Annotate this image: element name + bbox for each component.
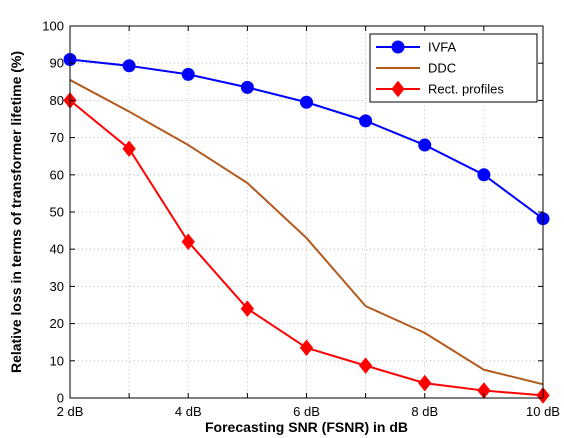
data-point-circle — [122, 59, 136, 73]
y-tick-label: 20 — [50, 316, 64, 331]
data-point-circle — [477, 168, 491, 182]
legend-entry: DDC — [376, 61, 456, 76]
data-point-diamond — [391, 80, 405, 98]
x-tick-label: 8 dB — [411, 404, 438, 419]
x-tick-label: 2 dB — [57, 404, 84, 419]
y-tick-label: 90 — [50, 56, 64, 71]
data-point-circle — [359, 114, 373, 128]
y-tick-label: 100 — [42, 19, 64, 34]
data-point-circle — [391, 40, 405, 54]
y-axis-label: Relative loss in terms of transformer li… — [8, 51, 24, 373]
series-ddc — [69, 79, 544, 386]
y-tick-label: 50 — [50, 205, 64, 220]
x-axis-label: Forecasting SNR (FSNR) in dB — [205, 419, 408, 435]
x-tick-label: 10 dB — [526, 404, 560, 419]
y-tick-label: 0 — [57, 391, 64, 406]
legend: IVFA DDC Rect. profiles — [369, 33, 538, 103]
data-point-circle — [418, 138, 432, 152]
data-point-diamond — [418, 374, 432, 392]
axes-ticks: 2 dB 4 dB 6 dB 8 dB 10 dB 0 10 20 30 40 50 60 70 80 90… — [42, 19, 560, 420]
data-point-diamond — [181, 233, 195, 251]
series-line — [69, 79, 544, 386]
series-rect-profiles — [63, 92, 550, 404]
legend-entry: IVFA — [376, 40, 457, 55]
data-point-circle — [181, 67, 195, 81]
y-tick-label: 60 — [50, 167, 64, 182]
data-point-diamond — [240, 300, 255, 318]
data-point-diamond — [122, 140, 136, 158]
data-point-circle — [300, 95, 313, 109]
y-tick-label: 30 — [50, 279, 64, 294]
y-tick-label: 70 — [50, 130, 64, 145]
data-point-circle — [240, 80, 254, 94]
series-ivfa — [63, 52, 550, 226]
legend-label: IVFA — [428, 40, 457, 55]
y-tick-label: 40 — [50, 242, 64, 257]
series-group — [63, 52, 550, 404]
y-tick-label: 80 — [50, 93, 64, 108]
y-tick-label: 10 — [50, 353, 64, 368]
legend-label: Rect. profiles — [428, 82, 504, 97]
x-tick-label: 6 dB — [293, 404, 320, 419]
data-point-diamond — [358, 357, 373, 374]
data-point-diamond — [299, 339, 314, 357]
legend-label: DDC — [428, 61, 456, 76]
legend-entry: Rect. profiles — [376, 80, 504, 98]
x-tick-label: 4 dB — [175, 404, 202, 419]
